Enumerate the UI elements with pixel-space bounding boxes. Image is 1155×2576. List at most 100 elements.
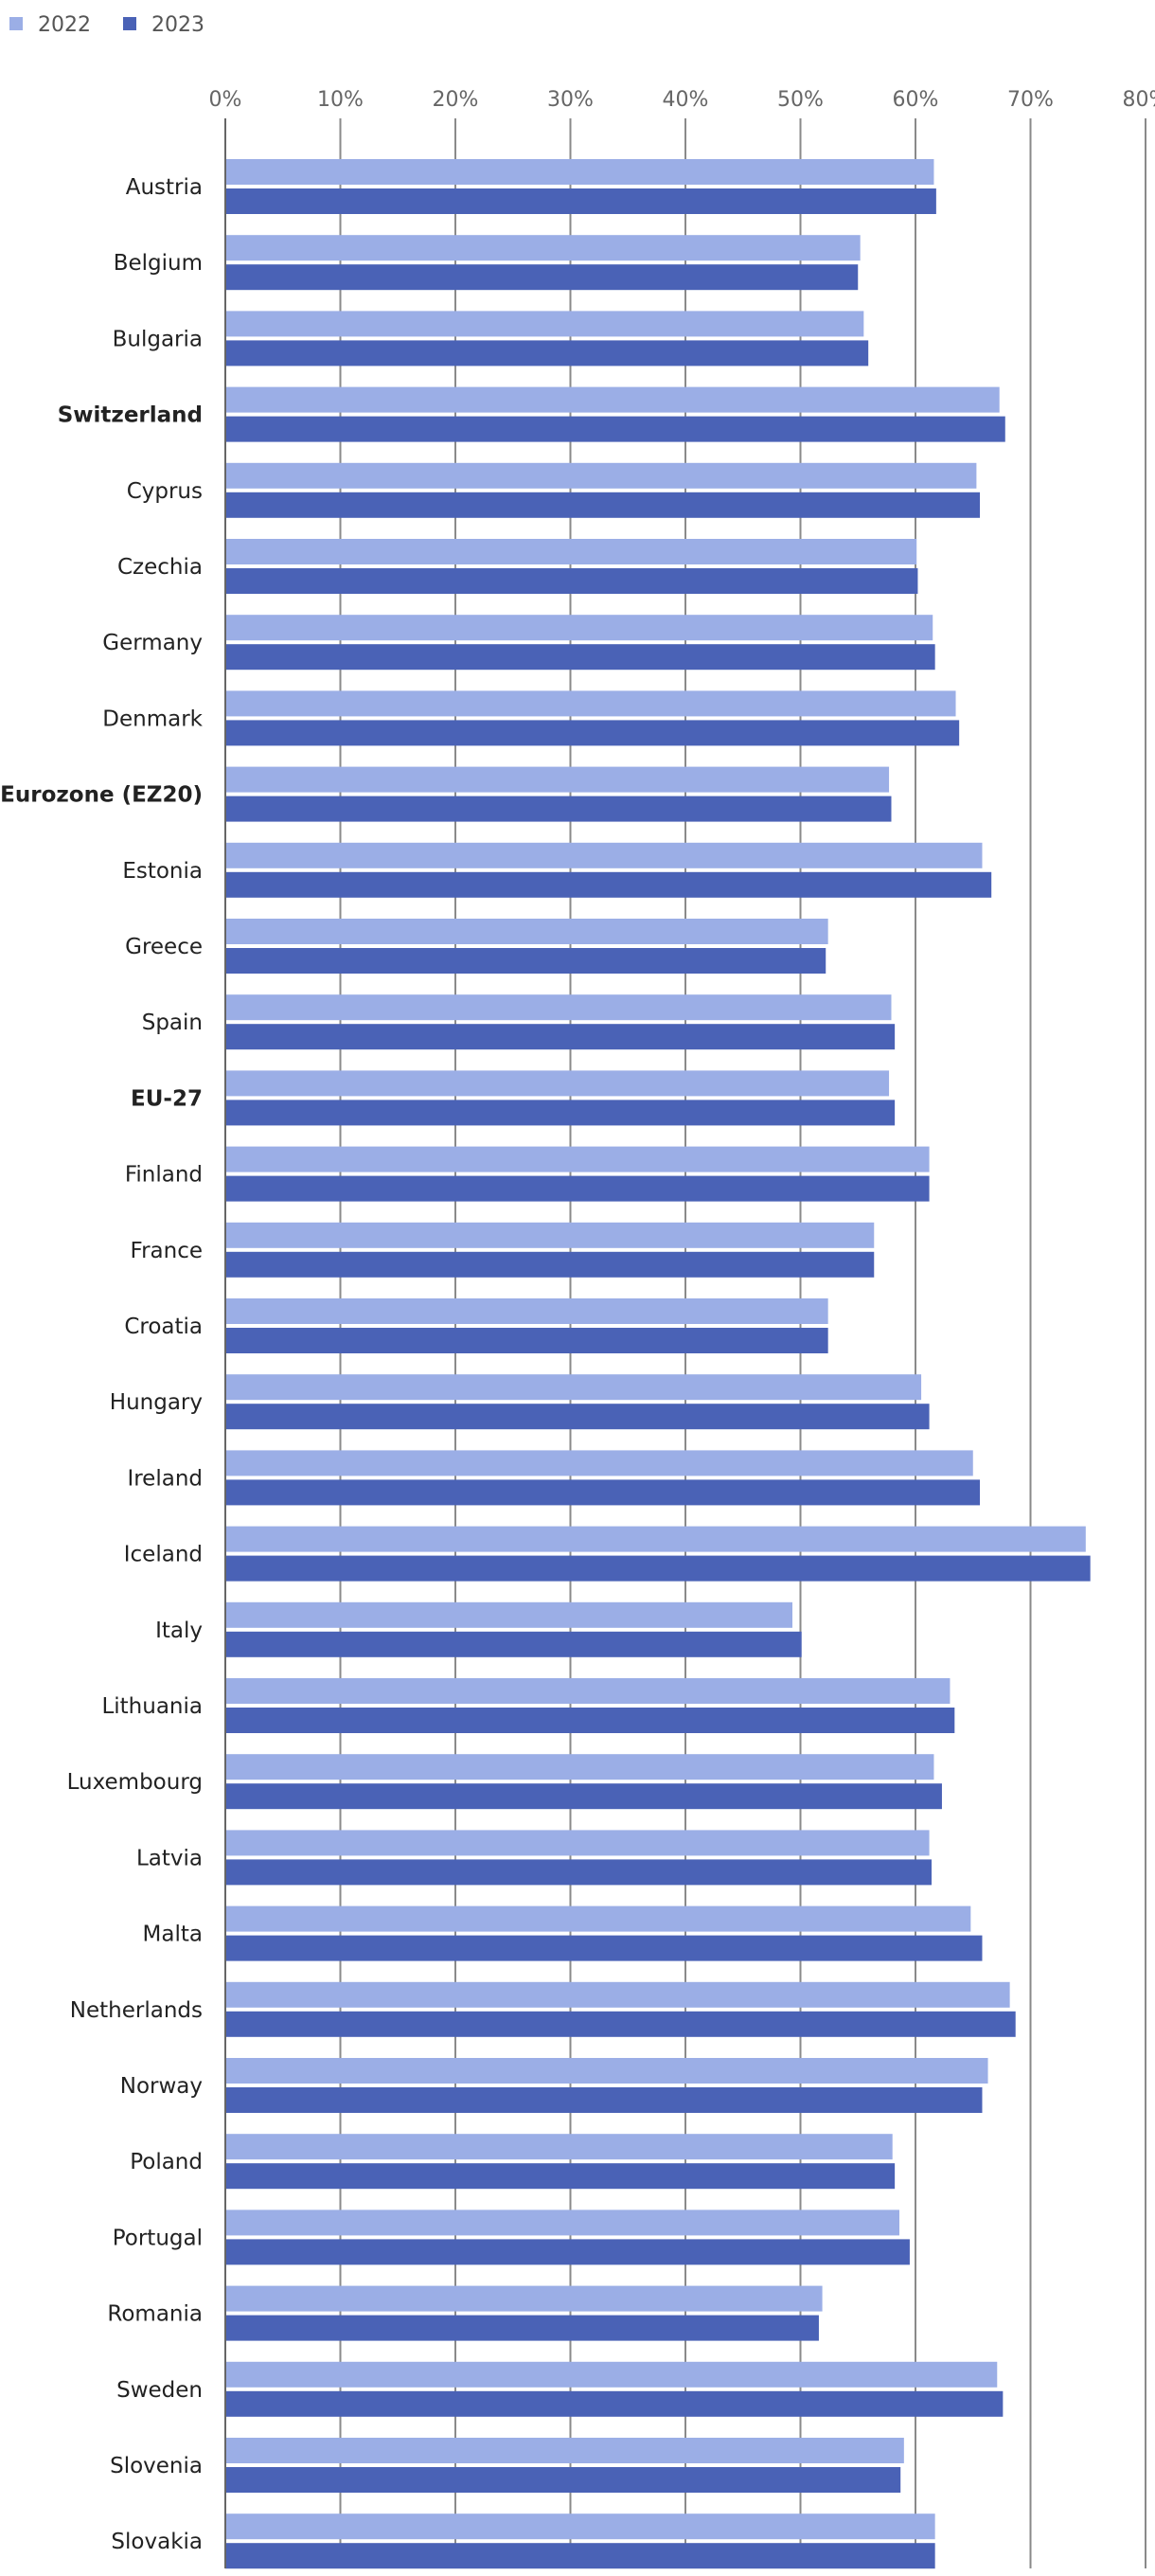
bar-2023-sweden xyxy=(225,2390,1004,2417)
x-tick-label: 30% xyxy=(547,88,594,112)
bar-2022-slovakia xyxy=(225,2513,935,2540)
bar-2023-poland xyxy=(225,2163,896,2190)
category-label: Eurozone (EZ20) xyxy=(0,783,203,808)
bar-2023-hungary xyxy=(225,1404,930,1430)
legend-swatch-2022 xyxy=(9,17,23,30)
category-label: Cyprus xyxy=(127,479,203,504)
bars xyxy=(225,159,1091,2569)
x-tick-label: 60% xyxy=(893,88,939,112)
bar-2022-cyprus xyxy=(225,462,977,489)
bar-2022-luxembourg xyxy=(225,1754,934,1780)
category-label: Finland xyxy=(125,1163,203,1188)
bar-2022-netherlands xyxy=(225,1981,1010,2008)
x-tick-label: 20% xyxy=(433,88,479,112)
category-label: Malta xyxy=(143,1923,203,1947)
bar-2022-finland xyxy=(225,1146,930,1172)
bar-2022-austria xyxy=(225,159,934,185)
bar-2022-croatia xyxy=(225,1298,828,1324)
category-label: Romania xyxy=(107,2302,203,2327)
bar-2022-lithuania xyxy=(225,1678,951,1704)
bar-2023-italy xyxy=(225,1631,802,1657)
bar-2022-italy xyxy=(225,1601,792,1628)
category-label: Austria xyxy=(126,175,203,200)
category-label: Belgium xyxy=(114,251,203,276)
category-label: Bulgaria xyxy=(113,327,203,351)
category-label: Ireland xyxy=(127,1466,203,1491)
x-tick-label: 0% xyxy=(209,88,242,112)
x-tick-label: 50% xyxy=(777,88,824,112)
bar-2022-ireland xyxy=(225,1450,973,1476)
bar-2022-estonia xyxy=(225,842,983,868)
legend-label-2022: 2022 xyxy=(38,13,91,37)
category-label: Italy xyxy=(155,1619,203,1643)
bar-2023-austria xyxy=(225,188,936,214)
category-label: Germany xyxy=(102,631,203,655)
category-label: Greece xyxy=(125,935,203,959)
category-label: Denmark xyxy=(102,707,203,731)
bar-2022-denmark xyxy=(225,690,956,717)
category-label: Switzerland xyxy=(58,403,203,428)
bar-2023-latvia xyxy=(225,1859,933,1886)
bar-2022-belgium xyxy=(225,235,861,261)
bar-2023-estonia xyxy=(225,871,992,898)
bar-2022-spain xyxy=(225,994,892,1021)
bar-2023-iceland xyxy=(225,1555,1091,1582)
bar-2022-germany xyxy=(225,615,933,641)
bar-2022-poland xyxy=(225,2134,893,2160)
bar-2023-denmark xyxy=(225,720,960,746)
legend-label-2023: 2023 xyxy=(151,13,204,37)
bar-2023-spain xyxy=(225,1024,896,1050)
bar-2023-malta xyxy=(225,1935,983,1961)
bar-2023-finland xyxy=(225,1175,930,1202)
bar-2022-switzerland xyxy=(225,386,1000,413)
bar-2023-switzerland xyxy=(225,416,1005,442)
category-label: Slovakia xyxy=(111,2530,203,2554)
bar-2022-iceland xyxy=(225,1526,1086,1552)
bar-2022-greece xyxy=(225,919,828,944)
bar-2022-norway xyxy=(225,2058,988,2084)
bar-2023-romania xyxy=(225,2315,819,2341)
category-label: Croatia xyxy=(124,1315,203,1339)
bar-2023-cyprus xyxy=(225,492,981,518)
x-axis-tick-labels: 0% 10% 20% 30% 40% 50% 60% 70% 80% xyxy=(209,88,1155,112)
legend: 2022 2023 xyxy=(9,13,204,37)
bar-2023-norway xyxy=(225,2087,983,2113)
category-label: Hungary xyxy=(110,1390,203,1415)
bar-2023-bulgaria xyxy=(225,340,869,367)
bar-2022-sweden xyxy=(225,2361,998,2388)
category-label: Slovenia xyxy=(110,2454,203,2478)
bar-2023-lithuania xyxy=(225,1708,955,1733)
bar-2022-bulgaria xyxy=(225,311,864,337)
category-label: France xyxy=(131,1239,203,1263)
category-label: Portugal xyxy=(113,2226,203,2250)
bar-2023-slovenia xyxy=(225,2467,901,2493)
bar-2023-greece xyxy=(225,948,826,974)
bar-2023-eurozone-ez20- xyxy=(225,796,892,822)
bar-2023-germany xyxy=(225,644,935,671)
x-tick-label: 80% xyxy=(1123,88,1155,112)
x-tick-label: 40% xyxy=(663,88,709,112)
category-label: Sweden xyxy=(116,2378,203,2403)
y-axis-category-labels: Austria Belgium Bulgaria Switzerland Cyprus C… xyxy=(0,175,204,2554)
bar-2022-latvia xyxy=(225,1830,930,1856)
bar-2023-croatia xyxy=(225,1328,828,1353)
bar-2023-belgium xyxy=(225,264,859,291)
bar-2022-france xyxy=(225,1222,875,1248)
category-label: EU-27 xyxy=(131,1086,203,1111)
category-label: Norway xyxy=(120,2074,203,2099)
bar-2023-netherlands xyxy=(225,2011,1016,2037)
x-tick-label: 70% xyxy=(1007,88,1054,112)
bar-2022-eurozone-ez20- xyxy=(225,766,890,793)
bar-2023-ireland xyxy=(225,1479,981,1506)
bar-2023-eu-27 xyxy=(225,1100,896,1126)
legend-swatch-2023 xyxy=(123,17,136,30)
bar-2022-romania xyxy=(225,2285,823,2312)
bar-2022-malta xyxy=(225,1905,971,1932)
category-label: Latvia xyxy=(136,1846,203,1870)
bar-2023-portugal xyxy=(225,2239,910,2265)
category-label: Iceland xyxy=(124,1543,203,1567)
bar-2023-czechia xyxy=(225,568,918,594)
category-label: Luxembourg xyxy=(67,1770,203,1795)
bar-2023-slovakia xyxy=(225,2543,935,2569)
